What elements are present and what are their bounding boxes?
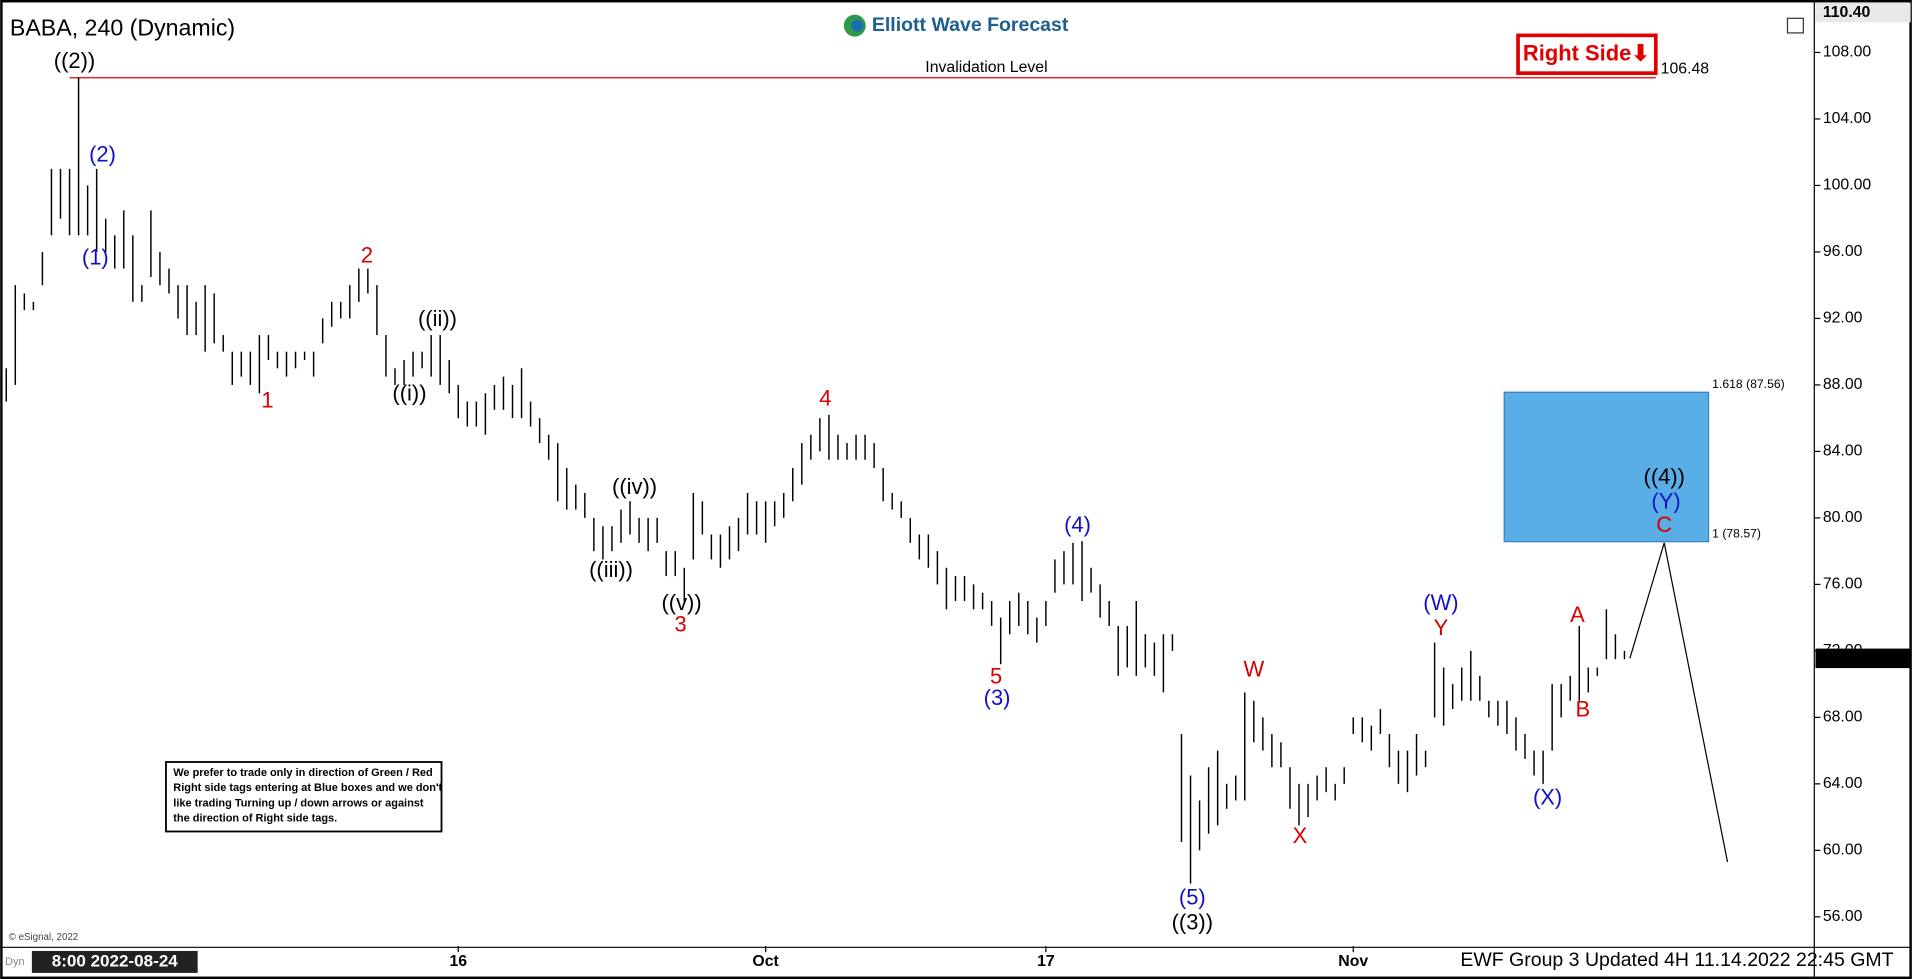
blue-box-low-label: 1 (78.57)	[1712, 527, 1761, 541]
cursor-label-box	[31, 950, 198, 973]
wave-label: (2)	[89, 141, 116, 166]
wave-label: ((iv))	[612, 474, 657, 499]
disclaimer-box	[165, 761, 443, 833]
wave-label: ((ii))	[418, 306, 457, 331]
last-price-box	[1815, 648, 1911, 669]
right-side-tag-box	[1516, 33, 1658, 75]
y-tick-label: 92.00	[1823, 310, 1863, 327]
cursor-label: 8:00 2022-08-24	[52, 951, 179, 970]
disclaimer-line: the direction of Right side tags.	[173, 813, 337, 825]
wave-label: Y	[1434, 615, 1449, 640]
wave-label: ((3))	[1172, 909, 1213, 934]
y-tick-label: 88.00	[1823, 376, 1863, 393]
y-tick-label: 104.00	[1823, 110, 1872, 127]
wave-label: 4	[819, 386, 831, 411]
blue-box-high-label: 1.618 (87.56)	[1712, 377, 1785, 391]
y-tick-label: 100.00	[1823, 177, 1872, 194]
wave-label: (4)	[1064, 512, 1091, 537]
wave-label: 2	[361, 243, 373, 268]
wave-label: 3	[675, 612, 687, 637]
wave-label: (Y)	[1651, 489, 1680, 514]
y-tick-label: 80.00	[1823, 509, 1863, 526]
y-tick-label: 76.00	[1823, 576, 1863, 593]
projection-path	[1629, 542, 1729, 863]
x-tick-label: Nov	[1338, 953, 1368, 970]
wave-label: ((v))	[661, 590, 701, 615]
corner-label: Dyn	[5, 956, 25, 968]
wave-label: ((4))	[1644, 464, 1685, 489]
wave-label: (5)	[1179, 884, 1206, 909]
x-tick-label: 17	[1037, 953, 1055, 970]
invalidation-value: 106.48	[1661, 60, 1710, 77]
disclaimer-line: Right side tags entering at Blue boxes a…	[173, 782, 442, 794]
last-price-label: 71.55	[1823, 650, 1863, 667]
wave-label: (W)	[1423, 590, 1458, 615]
disclaimer-line: We prefer to trade only in direction of …	[173, 767, 432, 779]
invalidation-label: Invalidation Level	[925, 59, 1047, 76]
wave-label: (1)	[82, 244, 109, 269]
blue-box	[1503, 391, 1710, 543]
x-tick-label: 16	[449, 953, 467, 970]
axis-top-label: 110.40	[1823, 4, 1871, 21]
wave-label: 1	[261, 387, 273, 412]
wave-label: (X)	[1533, 785, 1562, 810]
y-tick-label: 108.00	[1823, 44, 1872, 61]
wave-label: B	[1576, 697, 1591, 722]
disclaimer-line: like trading Turning up / down arrows or…	[173, 797, 424, 809]
wave-label: X	[1293, 823, 1308, 848]
wave-label: C	[1656, 512, 1672, 537]
wave-label: (3)	[984, 685, 1011, 710]
x-tick-label: Oct	[752, 953, 779, 970]
wave-label: 5	[990, 663, 1002, 688]
copyright: © eSignal, 2022	[9, 932, 79, 943]
wave-label: ((2))	[54, 48, 95, 73]
chart-title: BABA, 240 (Dynamic)	[10, 14, 235, 40]
wave-label: A	[1570, 602, 1585, 627]
wave-label: ((i))	[392, 381, 426, 406]
axis-top-box	[1815, 2, 1911, 23]
y-tick-label: 56.00	[1823, 908, 1863, 925]
y-tick-label: 64.00	[1823, 775, 1863, 792]
right-side-tag: Right Side⬇	[1523, 41, 1650, 66]
y-tick-label: 96.00	[1823, 243, 1863, 260]
wave-label: ((iii))	[589, 557, 633, 582]
y-tick-label: 60.00	[1823, 842, 1863, 859]
footer: EWF Group 3 Updated 4H 11.14.2022 22:45 …	[1460, 949, 1893, 971]
logo-icon-inner	[851, 19, 864, 32]
wave-label: W	[1243, 657, 1264, 682]
logo: Elliott Wave Forecast	[872, 14, 1069, 36]
y-tick-label: 68.00	[1823, 709, 1863, 726]
window-button[interactable]	[1786, 17, 1804, 34]
y-tick-label: 84.00	[1823, 443, 1863, 460]
